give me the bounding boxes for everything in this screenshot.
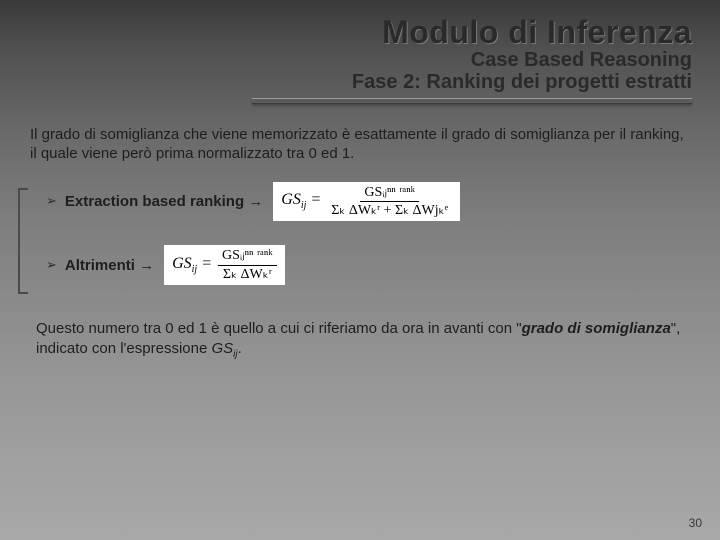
bullet-marker-icon: ➢: [46, 257, 57, 273]
bullet-row-1: ➢ Extraction based ranking → GSij = GSᵢⱼ…: [24, 182, 720, 222]
intro-paragraph: Il grado di somiglianza che viene memori…: [0, 104, 720, 164]
formula-1: GSij = GSᵢⱼⁿⁿ ʳᵃⁿᵏ Σₖ ΔWₖʳ + Σₖ ΔWjₖᵉ: [273, 182, 460, 222]
slide-title: Modulo di Inferenza: [0, 14, 692, 51]
bullet-bracket: [18, 188, 28, 294]
footer-paragraph: Questo numero tra 0 ed 1 è quello a cui …: [0, 309, 720, 361]
arrow-icon: →: [248, 193, 263, 210]
title-divider: [252, 98, 692, 104]
bullet-2-label: Altrimenti →: [65, 257, 154, 274]
bullet-marker-icon: ➢: [46, 193, 57, 209]
slide-subtitle-1: Case Based Reasoning: [0, 49, 692, 72]
bullet-1-label: Extraction based ranking →: [65, 193, 263, 210]
slide-subtitle-2: Fase 2: Ranking dei progetti estratti: [0, 71, 692, 94]
formula-2: GSij = GSᵢⱼⁿⁿ ʳᵃⁿᵏ Σₖ ΔWₖʳ: [164, 245, 285, 285]
bullet-row-2: ➢ Altrimenti → GSij = GSᵢⱼⁿⁿ ʳᵃⁿᵏ Σₖ ΔWₖ…: [24, 245, 720, 285]
page-number: 30: [689, 516, 702, 530]
arrow-icon: →: [139, 257, 154, 274]
